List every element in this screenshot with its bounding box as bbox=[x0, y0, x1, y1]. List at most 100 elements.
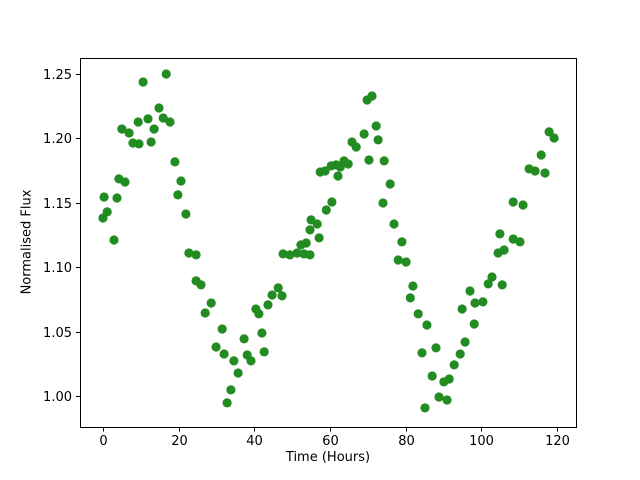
data-point bbox=[327, 197, 337, 207]
data-point bbox=[124, 128, 134, 138]
data-point bbox=[518, 200, 528, 210]
data-point bbox=[549, 133, 559, 143]
data-point bbox=[544, 127, 554, 137]
data-point bbox=[427, 371, 437, 381]
data-point bbox=[487, 272, 497, 282]
data-point bbox=[170, 157, 180, 167]
data-point bbox=[530, 166, 540, 176]
data-point bbox=[442, 395, 452, 405]
data-point bbox=[246, 356, 256, 366]
data-point bbox=[254, 309, 264, 319]
data-point bbox=[161, 69, 171, 79]
data-point bbox=[196, 280, 206, 290]
data-point bbox=[181, 209, 191, 219]
data-point bbox=[146, 137, 156, 147]
data-point bbox=[320, 166, 330, 176]
data-point bbox=[364, 155, 374, 165]
data-point bbox=[457, 304, 467, 314]
data-point bbox=[301, 238, 311, 248]
data-point bbox=[444, 374, 454, 384]
data-point bbox=[420, 403, 430, 413]
data-point bbox=[176, 176, 186, 186]
data-point bbox=[401, 257, 411, 267]
data-point bbox=[515, 237, 525, 247]
data-point bbox=[305, 250, 315, 260]
data-point bbox=[351, 142, 361, 152]
data-point bbox=[389, 219, 399, 229]
data-point bbox=[263, 300, 273, 310]
data-point bbox=[133, 117, 143, 127]
data-point bbox=[138, 77, 148, 87]
y-axis-label: Normalised Flux bbox=[19, 189, 35, 295]
x-tick-label: 0 bbox=[99, 434, 107, 449]
data-point bbox=[217, 324, 227, 334]
data-point bbox=[239, 334, 249, 344]
x-tick-label: 40 bbox=[246, 434, 263, 449]
data-point bbox=[413, 309, 423, 319]
data-point bbox=[134, 139, 144, 149]
data-point bbox=[470, 298, 480, 308]
data-point bbox=[165, 117, 175, 127]
data-point bbox=[184, 248, 194, 258]
data-point bbox=[422, 320, 432, 330]
data-point bbox=[233, 368, 243, 378]
data-point bbox=[455, 349, 465, 359]
data-point bbox=[267, 290, 277, 300]
data-point bbox=[397, 237, 407, 247]
data-point bbox=[540, 168, 550, 178]
y-tick-label: 1.20 bbox=[43, 132, 72, 147]
x-tick-label: 120 bbox=[545, 434, 570, 449]
data-point bbox=[508, 197, 518, 207]
data-point bbox=[367, 91, 377, 101]
data-point bbox=[222, 398, 232, 408]
data-point bbox=[219, 349, 229, 359]
data-point bbox=[117, 124, 127, 134]
data-point bbox=[373, 135, 383, 145]
y-tick-label: 1.10 bbox=[43, 261, 72, 276]
data-point bbox=[149, 124, 159, 134]
data-point bbox=[449, 360, 459, 370]
data-point bbox=[200, 308, 210, 318]
data-point bbox=[497, 280, 507, 290]
data-point bbox=[465, 286, 475, 296]
data-point bbox=[206, 298, 216, 308]
data-point bbox=[191, 250, 201, 260]
x-axis-label: Time (Hours) bbox=[285, 450, 371, 465]
data-point bbox=[211, 342, 221, 352]
data-point bbox=[359, 129, 369, 139]
y-tick-label: 1.25 bbox=[43, 68, 72, 83]
data-point bbox=[312, 219, 322, 229]
y-tick-label: 1.15 bbox=[43, 197, 72, 212]
axes-spines bbox=[80, 58, 577, 428]
data-point bbox=[478, 297, 488, 307]
x-tick-label: 80 bbox=[398, 434, 415, 449]
y-tick-label: 1.00 bbox=[43, 390, 72, 405]
data-point bbox=[257, 328, 267, 338]
y-tick-label: 1.05 bbox=[43, 326, 72, 341]
data-point bbox=[277, 291, 287, 301]
data-point bbox=[499, 245, 509, 255]
data-point bbox=[371, 121, 381, 131]
data-point bbox=[229, 356, 239, 366]
data-point bbox=[278, 249, 288, 259]
data-point bbox=[226, 385, 236, 395]
data-point bbox=[343, 159, 353, 169]
data-point bbox=[469, 319, 479, 329]
data-point bbox=[536, 150, 546, 160]
data-point bbox=[285, 250, 295, 260]
data-point bbox=[305, 225, 315, 235]
data-point bbox=[393, 255, 403, 265]
data-point bbox=[292, 248, 302, 258]
x-tick-label: 60 bbox=[322, 434, 339, 449]
data-point bbox=[434, 392, 444, 402]
data-point bbox=[120, 177, 130, 187]
data-point bbox=[154, 103, 164, 113]
data-point bbox=[109, 235, 119, 245]
data-point bbox=[259, 347, 269, 357]
x-tick-label: 100 bbox=[469, 434, 494, 449]
data-point bbox=[495, 229, 505, 239]
data-point bbox=[321, 205, 331, 215]
data-point bbox=[483, 279, 493, 289]
